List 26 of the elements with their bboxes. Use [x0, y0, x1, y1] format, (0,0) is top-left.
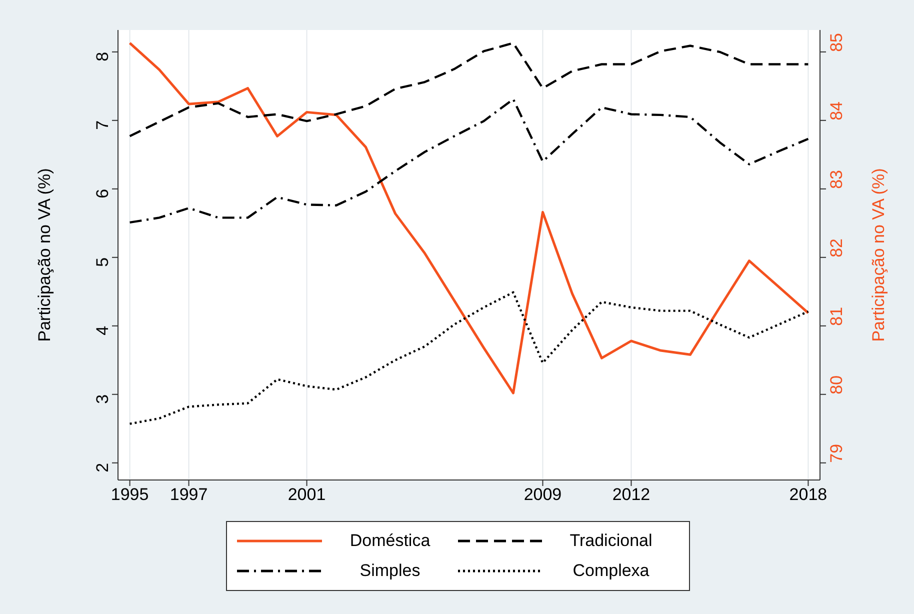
- y-axis-title: Participação no VA (%): [35, 168, 54, 342]
- y2-tick-label: 85: [827, 32, 846, 52]
- legend-label: Complexa: [572, 561, 650, 581]
- x-tick-label: 2001: [288, 485, 326, 504]
- y2-tick-label: 83: [827, 170, 846, 189]
- y-tick-label: 8: [93, 52, 112, 62]
- y-tick-label: 5: [93, 257, 112, 267]
- y2-tick-label: 81: [827, 306, 846, 326]
- y2-tick-label: 82: [827, 238, 846, 258]
- x-tick-label: 2018: [789, 485, 828, 504]
- legend-label: Simples: [358, 561, 422, 581]
- y2-axis-title: Participação no VA (%): [869, 168, 888, 342]
- y-tick-label: 4: [93, 326, 112, 336]
- x-tick-label: 2012: [612, 485, 650, 504]
- y2-tick-label: 79: [827, 444, 846, 463]
- legend-label: Doméstica: [348, 531, 432, 551]
- x-tick-label: 2009: [524, 485, 562, 504]
- y-tick-label: 6: [93, 188, 112, 198]
- legend-label: Tradicional: [568, 531, 654, 551]
- y-tick-label: 7: [93, 120, 112, 130]
- y2-tick-label: 80: [827, 375, 846, 394]
- y-tick-label: 2: [93, 462, 112, 472]
- y-tick-label: 3: [93, 394, 112, 404]
- y2-tick-label: 84: [827, 101, 846, 120]
- x-tick-label: 1995: [110, 485, 149, 504]
- x-tick-label: 1997: [170, 485, 208, 504]
